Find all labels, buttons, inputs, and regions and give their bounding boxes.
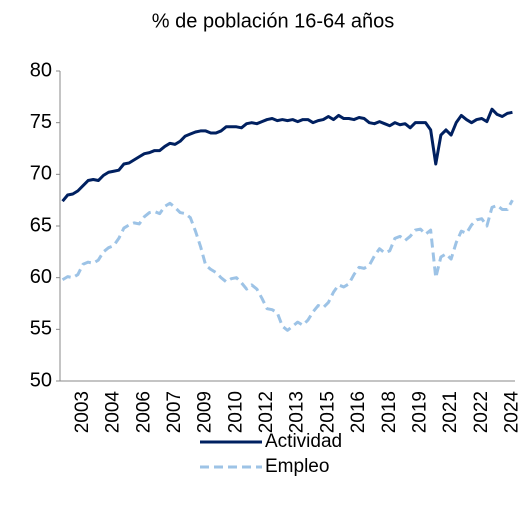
y-tick-label: 65 [30,214,52,236]
y-tick-label: 60 [30,266,52,288]
x-tick-label: 2021 [440,391,461,433]
x-tick-label: 2024 [501,391,522,434]
y-tick-label: 75 [30,111,52,133]
x-tick-label: 2007 [164,391,185,433]
y-tick-label: 80 [30,59,52,81]
x-tick-label: 2016 [348,391,369,433]
x-tick-label: 2019 [409,391,430,433]
legend-label: Empleo [265,456,329,477]
x-tick-label: 2010 [225,391,246,433]
x-tick-label: 2013 [287,391,308,433]
data-line [61,199,514,332]
x-tick-label: 2003 [72,391,93,433]
y-tick-label: 55 [30,318,52,340]
x-tick-label: 2018 [379,391,400,433]
legend-label: Actividad [265,431,342,452]
x-tick-label: 2012 [256,391,277,433]
x-tick-label: 2009 [195,391,216,433]
y-tick-label: 70 [30,163,52,185]
chart-title: % de población 16-64 años [152,10,394,32]
x-tick-label: 2015 [317,391,338,433]
x-tick-label: 2022 [471,391,492,433]
x-tick-label: 2004 [103,391,124,434]
y-tick-label: 50 [30,369,52,391]
data-line [61,107,513,203]
x-tick-label: 2006 [133,391,154,433]
